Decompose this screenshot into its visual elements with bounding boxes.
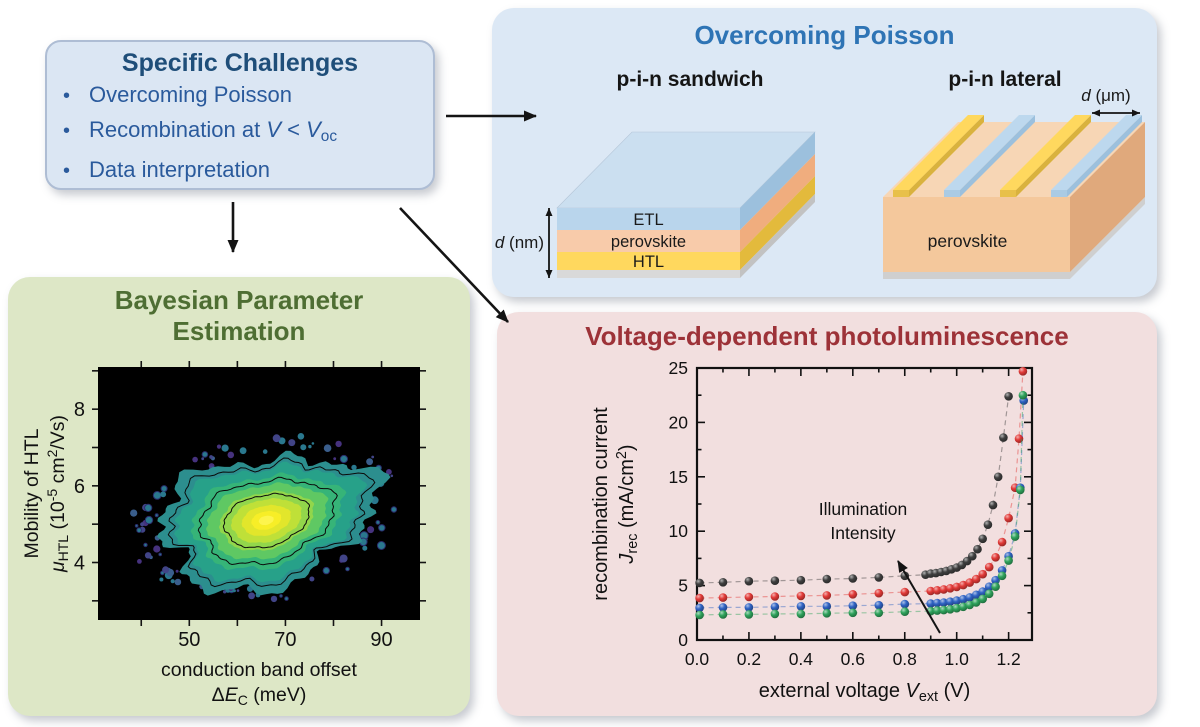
svg-text:0.2: 0.2 bbox=[737, 649, 761, 669]
electrode-stripe-yellow-3 bbox=[1000, 115, 1091, 197]
bayes-ylabel-line1: Mobility of HTL bbox=[21, 428, 43, 558]
svg-text:0: 0 bbox=[678, 630, 688, 650]
vpl-ylabel-line2: Jrec (mA/cm2) bbox=[614, 444, 641, 564]
illumination-annotation: Illumination Intensity bbox=[819, 499, 941, 634]
challenge-bullet-3: • Data interpretation bbox=[47, 153, 433, 188]
vpl-plot-frame bbox=[695, 366, 1034, 642]
svg-text:70: 70 bbox=[274, 629, 296, 651]
electrode-gap-label: d (μm) bbox=[1081, 86, 1130, 105]
challenge-bullet-2: • Recombination at V < Voc bbox=[47, 113, 433, 153]
vpl-series-red bbox=[695, 367, 1028, 603]
layer-label-perovskite: perovskite bbox=[611, 233, 686, 251]
bullet-icon: • bbox=[63, 159, 71, 182]
device-diagrams: ETL perovskite HTL d (nm) perovskite d (μm) bbox=[495, 86, 1145, 279]
vpl-ylabel-line1: recombination current bbox=[590, 407, 612, 601]
photoluminescence-panel: Voltage-dependent photoluminescence 0.0 0… bbox=[497, 312, 1157, 716]
recombination-current-chart: 0.0 0.2 0.4 0.6 0.8 1.0 1.2 0 5 10 15 20 25 Illuminat… bbox=[590, 358, 1034, 705]
electrode-stripe-yellow-1 bbox=[893, 115, 984, 197]
electrode-stripe-blue-4 bbox=[1051, 115, 1142, 197]
svg-text:15: 15 bbox=[669, 467, 688, 487]
svg-text:4: 4 bbox=[74, 553, 85, 575]
specific-challenges-list: • Overcoming Poisson • Recombination at V <… bbox=[47, 78, 433, 188]
photoluminescence-title: Voltage-dependent photoluminescence bbox=[585, 321, 1069, 351]
bullet-icon: • bbox=[63, 85, 71, 107]
pin-lateral-device: perovskite d (μm) bbox=[883, 86, 1145, 279]
layer-label-htl: HTL bbox=[633, 253, 664, 271]
challenge-bullet-1: • Overcoming Poisson bbox=[47, 78, 433, 113]
electrode-stripe-blue-2 bbox=[944, 115, 1035, 197]
overcoming-poisson-title: Overcoming Poisson bbox=[694, 20, 955, 50]
svg-text:1.0: 1.0 bbox=[945, 649, 970, 669]
bayesian-estimation-panel: Bayesian Parameter Estimation 50 70 90 4 6 8 c… bbox=[8, 277, 470, 716]
svg-text:Intensity: Intensity bbox=[830, 523, 895, 543]
svg-text:6: 6 bbox=[74, 476, 85, 498]
intensity-arrow bbox=[897, 560, 941, 634]
svg-text:0.6: 0.6 bbox=[841, 649, 865, 669]
bayes-ylabel-line2: μHTL (10-5 cm2/Vs) bbox=[44, 415, 71, 573]
svg-text:50: 50 bbox=[178, 629, 200, 651]
svg-text:Illumination: Illumination bbox=[819, 499, 908, 519]
vpl-series-green bbox=[695, 390, 1028, 620]
lateral-body-label: perovskite bbox=[928, 231, 1008, 251]
svg-text:10: 10 bbox=[669, 521, 689, 541]
overcoming-poisson-panel: Overcoming Poisson p-i-n sandwich p-i-n … bbox=[492, 8, 1157, 297]
svg-text:1.2: 1.2 bbox=[996, 649, 1020, 669]
svg-text:0.4: 0.4 bbox=[789, 649, 814, 669]
contour-density-blob bbox=[130, 433, 398, 603]
pin-lateral-label: p-i-n lateral bbox=[948, 68, 1062, 91]
svg-text:20: 20 bbox=[669, 412, 689, 432]
layer-label-etl: ETL bbox=[633, 211, 663, 229]
bayes-xlabel-line1: conduction band offset bbox=[161, 659, 357, 681]
bayes-axis-ticks bbox=[92, 361, 426, 626]
vpl-xlabel: external voltage Vext (V) bbox=[759, 680, 971, 705]
pin-sandwich-label: p-i-n sandwich bbox=[616, 68, 764, 91]
vpl-series-black bbox=[695, 392, 1013, 588]
svg-text:0.8: 0.8 bbox=[893, 649, 917, 669]
bayesian-estimation-title: Bayesian Parameter Estimation bbox=[114, 285, 364, 346]
pin-sandwich-device: ETL perovskite HTL d (nm) bbox=[495, 131, 816, 278]
specific-challenges-title: Specific Challenges bbox=[121, 49, 359, 77]
svg-text:0.0: 0.0 bbox=[685, 649, 710, 669]
svg-text:8: 8 bbox=[74, 399, 85, 421]
svg-text:25: 25 bbox=[669, 358, 688, 378]
svg-text:90: 90 bbox=[370, 629, 392, 651]
bayes-xlabel-line2: ΔEC (meV) bbox=[212, 684, 307, 708]
bullet-icon: • bbox=[63, 120, 71, 142]
specific-challenges-box: Specific Challenges • Overcoming Poisson •… bbox=[45, 40, 435, 190]
thickness-label: d (nm) bbox=[495, 233, 544, 252]
svg-text:5: 5 bbox=[678, 576, 688, 596]
bayes-contour-chart: 50 70 90 4 6 8 conduction band offset ΔEC (meV)… bbox=[21, 361, 426, 708]
